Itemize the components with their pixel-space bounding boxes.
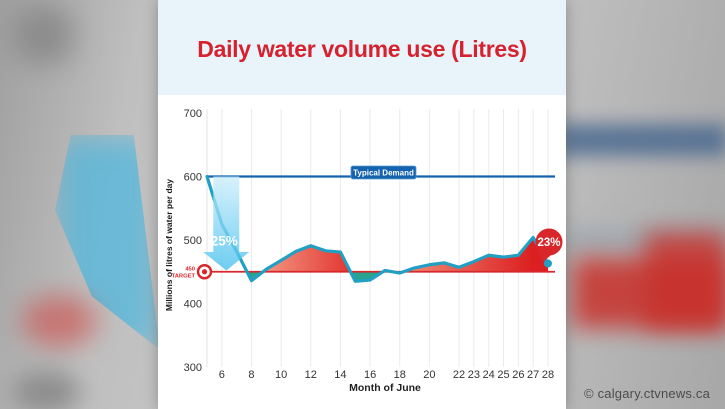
- svg-text:400: 400: [184, 299, 202, 311]
- svg-text:300: 300: [184, 362, 202, 374]
- svg-text:25: 25: [497, 369, 509, 381]
- bg-blur-blob-dark-topleft: [14, 6, 74, 64]
- svg-text:10: 10: [275, 369, 287, 381]
- chart-title: Daily water volume use (Litres): [197, 36, 527, 62]
- svg-text:14: 14: [334, 369, 346, 381]
- typical-demand-label: Typical Demand: [350, 165, 417, 180]
- bg-blur-blob-red-right: [572, 258, 725, 328]
- svg-text:26: 26: [512, 369, 524, 381]
- chart-area: 25% 23% Typical Demand 450 TARGET 700 600 500 40…: [158, 95, 566, 409]
- svg-text:27: 27: [527, 369, 539, 381]
- series-end-dot: [543, 259, 552, 268]
- bg-blur-blob-dark-bottomleft: [14, 372, 79, 409]
- fill-above-target: [246, 237, 548, 272]
- svg-text:20: 20: [423, 369, 435, 381]
- svg-text:600: 600: [184, 172, 202, 184]
- svg-text:16: 16: [364, 369, 376, 381]
- drop-arrow-label: 25%: [211, 233, 238, 248]
- svg-text:450: 450: [185, 266, 195, 272]
- bg-blur-blob-gray-right: [565, 228, 725, 254]
- bg-blur-blob-blue-band-right: [558, 124, 725, 156]
- x-axis-tick-labels: 6 8 10 12 14 16 18 20 22 23 24 25 26 27 28: [219, 369, 554, 381]
- svg-text:8: 8: [248, 369, 254, 381]
- bg-blur-blob-red-left: [22, 295, 97, 347]
- bg-blur-blob-cyan-arrow: [55, 135, 160, 350]
- target-bullseye-icon: [196, 264, 213, 280]
- svg-text:Typical Demand: Typical Demand: [353, 169, 414, 178]
- svg-text:TARGET: TARGET: [172, 273, 196, 279]
- end-badge-annotation: 23%: [535, 228, 563, 263]
- graphic-card: Daily water volume use (Litres) 25% 23% Ty…: [158, 0, 566, 409]
- svg-text:700: 700: [184, 108, 202, 120]
- bg-blur-blob-red-right-peak: [645, 232, 725, 328]
- svg-text:18: 18: [394, 369, 406, 381]
- svg-text:12: 12: [305, 369, 317, 381]
- y-axis-tick-labels: 700 600 500 400 300: [184, 108, 202, 374]
- x-axis-title: Month of June: [349, 382, 421, 394]
- grid-lines: [206, 109, 549, 367]
- drop-arrow-annotation: [203, 176, 250, 271]
- card-header: Daily water volume use (Litres): [158, 0, 566, 95]
- watermark: © calgary.ctvnews.ca: [584, 386, 711, 401]
- svg-text:24: 24: [483, 369, 495, 381]
- svg-text:23: 23: [468, 369, 480, 381]
- svg-text:500: 500: [184, 235, 202, 247]
- svg-text:22: 22: [453, 369, 465, 381]
- svg-text:6: 6: [219, 369, 225, 381]
- daily-usage-line: [205, 174, 550, 283]
- svg-text:28: 28: [542, 369, 554, 381]
- end-badge-label: 23%: [537, 237, 560, 249]
- y-axis-title: Millions of litres of water per day: [164, 179, 174, 312]
